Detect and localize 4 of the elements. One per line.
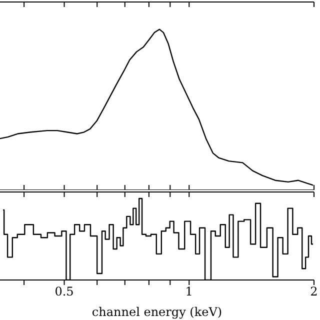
x-tick-label: 2 — [310, 284, 318, 299]
x-tick-label: 0.5 — [54, 284, 74, 299]
x-tick-label: 1 — [185, 284, 193, 299]
x-axis-title: channel energy (keV) — [92, 305, 222, 319]
